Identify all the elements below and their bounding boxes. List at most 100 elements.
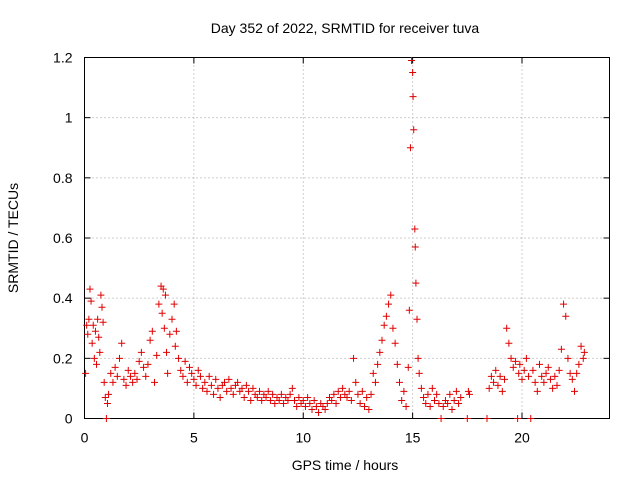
data-point [446,390,454,398]
x-tick-label: 5 [190,430,198,446]
data-point [376,348,384,356]
data-point [509,363,517,371]
data-point [514,415,522,422]
data-point [82,369,90,377]
data-point [487,372,495,380]
data-point [336,393,344,401]
data-point [533,387,541,395]
data-point [142,372,150,380]
data-point [238,384,246,392]
data-point [113,372,121,380]
data-point [562,312,570,320]
data-point [170,300,178,308]
data-point [199,384,207,392]
data-point [516,360,524,368]
data-point [553,381,561,389]
data-point [240,393,248,401]
y-tick-label: 0 [65,411,73,427]
data-point [275,396,283,404]
data-point [234,378,242,386]
data-point [400,387,408,395]
data-point [111,363,119,371]
data-point [433,390,441,398]
data-point [415,369,423,377]
data-point [439,402,447,410]
data-point [225,375,233,383]
data-point [84,330,92,338]
data-point [166,330,174,338]
data-point [551,372,559,380]
data-point [262,393,270,401]
data-point [129,378,137,386]
data-point [245,387,253,395]
data-point [223,387,231,395]
data-point [216,393,224,401]
data-point [146,336,154,344]
data-point [284,396,292,404]
data-point [437,415,445,422]
data-point [354,390,362,398]
data-point [511,357,519,365]
data-point [525,372,533,380]
data-point [358,387,366,395]
data-point [555,366,563,374]
data-point [286,390,294,398]
data-point [88,339,96,347]
data-point [86,285,94,293]
data-point [135,357,143,365]
data-point [247,396,255,404]
data-point [210,390,218,398]
data-point [515,369,523,377]
data-point [101,393,109,401]
data-point [107,369,115,377]
data-point [201,378,209,386]
data-point [485,384,493,392]
data-point [310,396,318,404]
x-tick-label: 0 [81,430,89,446]
data-point [496,372,504,380]
data-point [505,339,513,347]
data-point [258,396,266,404]
data-point [452,387,460,395]
plot-frame [84,57,610,419]
data-point [332,399,340,407]
data-point [124,366,132,374]
data-point [163,348,171,356]
data-point [431,396,438,404]
data-point [105,390,113,398]
data-point [540,378,548,386]
data-point [503,324,511,332]
data-point [196,372,204,380]
data-point [566,369,574,377]
data-point [293,402,301,410]
data-point [557,345,565,353]
data-point [546,375,554,383]
data-point [412,279,420,287]
y-tick-label: 1.2 [53,50,73,66]
data-point [155,300,163,308]
data-point [89,321,97,329]
data-point [367,390,375,398]
data-point [457,393,465,401]
x-tick-label: 10 [295,430,311,446]
data-point [212,375,220,383]
data-point [571,387,578,395]
data-point [408,57,416,65]
data-point [133,375,141,383]
data-point [179,372,187,380]
data-point [291,396,298,404]
data-point [85,315,93,323]
data-point [466,390,473,398]
data-point [229,390,237,398]
data-point [356,399,364,407]
data-point [542,369,550,377]
data-point [352,378,360,386]
data-point [406,144,414,152]
data-point [464,387,472,395]
data-point [444,399,452,407]
data-point [507,354,515,362]
data-point [159,285,167,293]
data-points [82,57,588,422]
data-point [140,363,148,371]
